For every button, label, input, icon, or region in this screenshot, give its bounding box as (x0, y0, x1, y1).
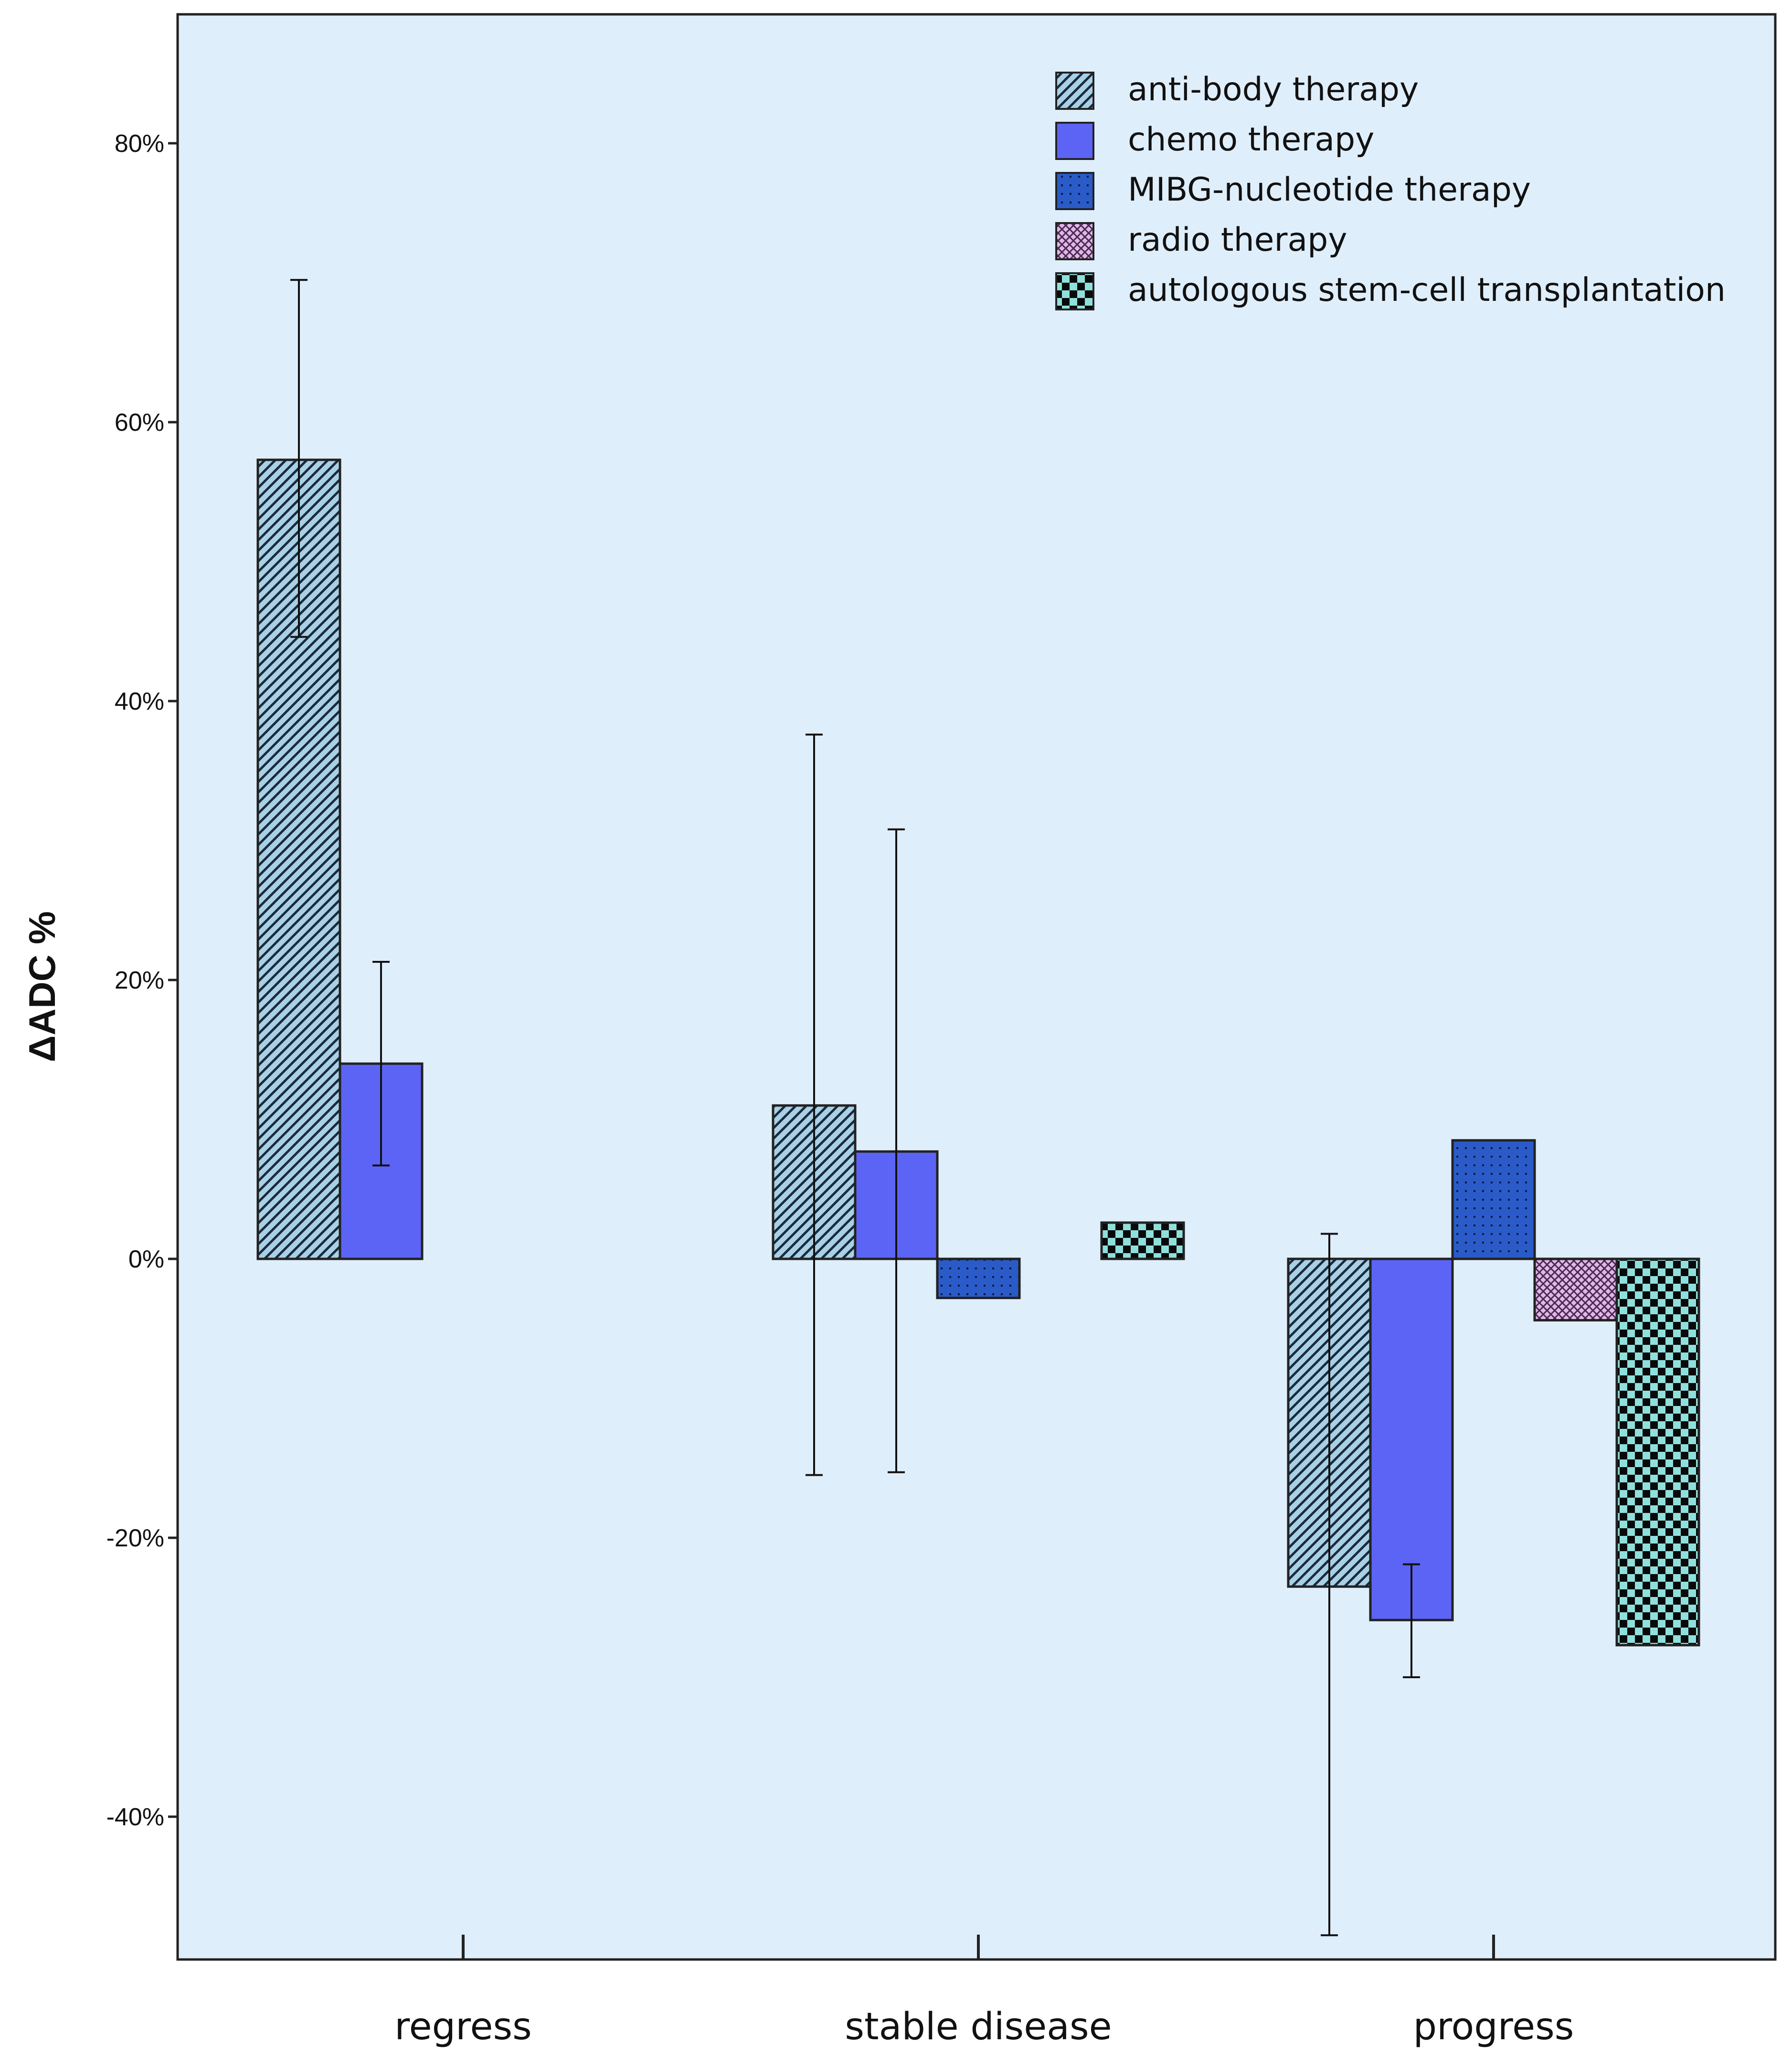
y-tick-label: 0% (128, 1246, 164, 1273)
y-tick-label: 40% (115, 688, 164, 715)
bar-autologous-stem-cell-transplantation-stable-disease (1100, 1221, 1185, 1260)
bar-mibg-nucleotide-therapy-stable-disease (936, 1257, 1021, 1299)
y-axis-label: ΔADC % (21, 911, 63, 1062)
legend-swatch (1055, 122, 1094, 160)
legend-swatch (1055, 222, 1094, 260)
x-category-label: regress (394, 2005, 531, 2048)
y-tick-label: 20% (115, 967, 164, 994)
bar-autologous-stem-cell-transplantation-progress (1615, 1257, 1700, 1647)
legend-swatch (1055, 272, 1094, 310)
legend-swatch (1055, 172, 1094, 210)
y-tick-label: -20% (106, 1524, 164, 1552)
legend-label: MIBG-nucleotide therapy (1128, 171, 1531, 209)
x-axis-ticks: regress stable disease progress (394, 1935, 1574, 2048)
legend-label: radio therapy (1128, 221, 1347, 259)
bar-chemo-therapy-progress (1369, 1257, 1454, 1621)
plot-area (176, 13, 1777, 1961)
legend: anti-body therapy chemo therapy MIBG-nucle… (1055, 71, 1726, 310)
y-axis-ticks: -40% -20% 0% 20% 40% 60% 80% (106, 130, 178, 1831)
legend-label: anti-body therapy (1128, 71, 1419, 108)
legend-label: autologous stem-cell transplantation (1128, 271, 1726, 309)
y-tick-label: 80% (115, 130, 164, 158)
bar-radio-therapy-progress (1533, 1257, 1618, 1321)
y-tick-label: 60% (115, 409, 164, 437)
y-tick-label: -40% (106, 1803, 164, 1831)
legend-label: chemo therapy (1128, 121, 1374, 159)
error-bars (290, 279, 1420, 1937)
x-category-label: progress (1413, 2005, 1574, 2048)
bar-mibg-nucleotide-therapy-progress (1451, 1139, 1536, 1260)
x-category-label: stable disease (845, 2005, 1112, 2048)
legend-swatch (1055, 72, 1094, 110)
